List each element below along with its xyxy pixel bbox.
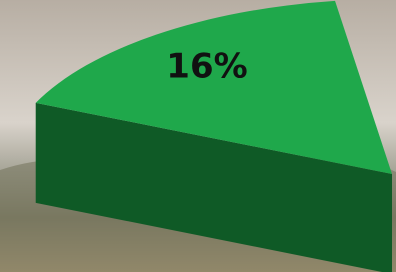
data-label: 16%: [166, 47, 247, 87]
page: 16% (() => { const data = JSON.parse(doc…: [0, 0, 396, 272]
chart: 16%: [0, 0, 396, 272]
